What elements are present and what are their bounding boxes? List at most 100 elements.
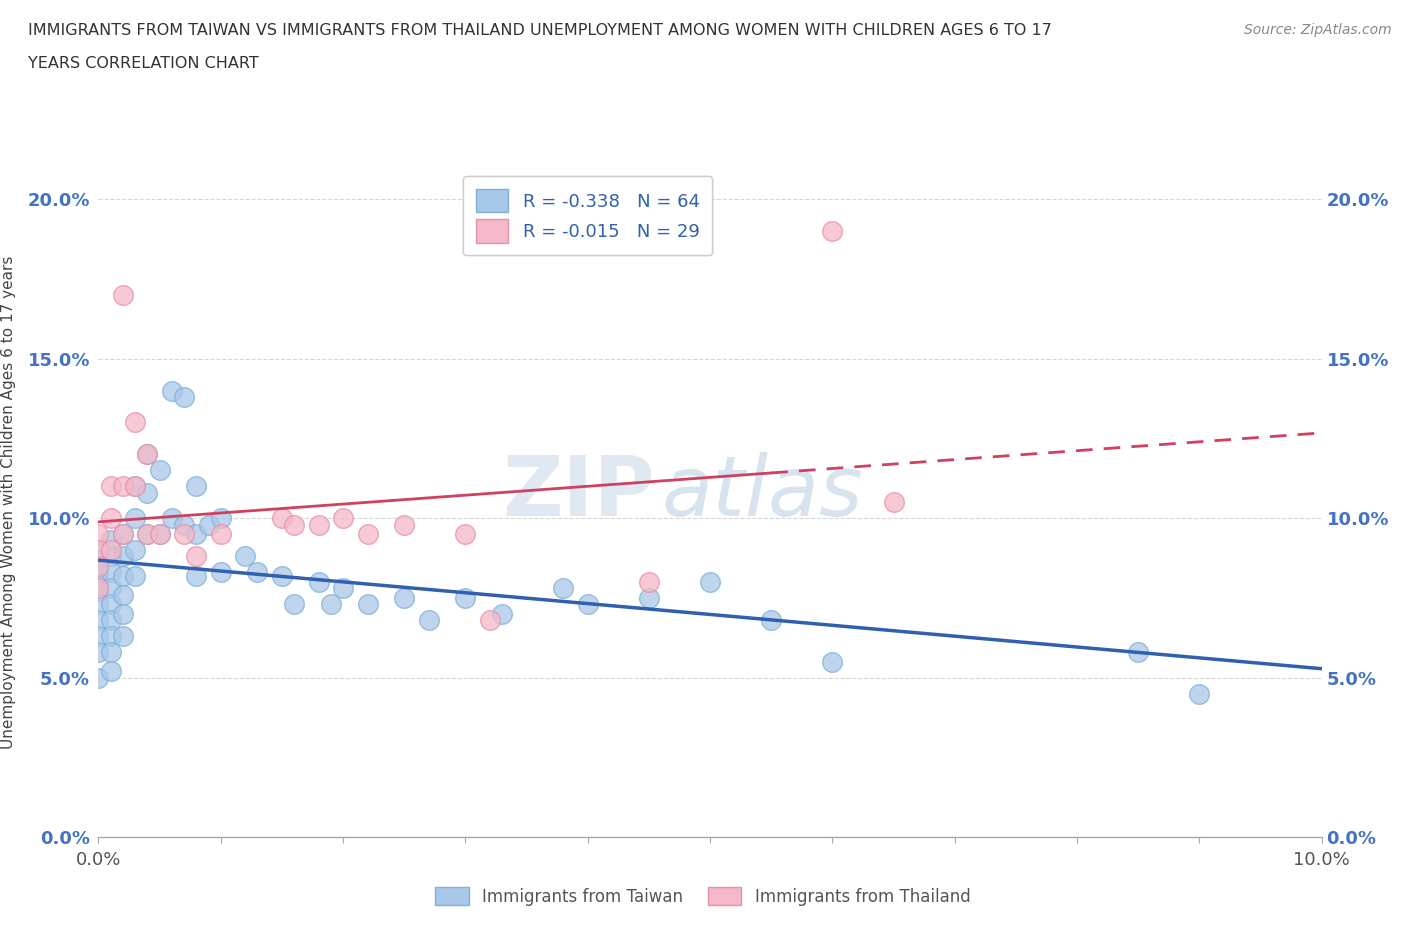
Point: [1128, 644, 1150, 659]
Point: [392, 517, 416, 532]
Point: [308, 575, 330, 590]
Point: [100, 664, 122, 679]
Point: [759, 613, 782, 628]
Point: [87, 565, 110, 579]
Point: [699, 575, 721, 590]
Point: [136, 447, 159, 462]
Point: [100, 565, 122, 579]
Point: [87, 597, 110, 612]
Point: [454, 526, 477, 541]
Point: [283, 517, 305, 532]
Point: [418, 613, 440, 628]
Legend: R = -0.338   N = 64, R = -0.015   N = 29: R = -0.338 N = 64, R = -0.015 N = 29: [463, 177, 713, 256]
Y-axis label: Unemployment Among Women with Children Ages 6 to 17 years: Unemployment Among Women with Children A…: [1, 256, 17, 749]
Point: [883, 495, 905, 510]
Point: [160, 511, 183, 525]
Point: [186, 568, 208, 583]
Point: [87, 552, 110, 567]
Point: [111, 479, 134, 494]
Point: [821, 654, 844, 669]
Point: [100, 479, 122, 494]
Point: [356, 597, 378, 612]
Point: [87, 644, 110, 659]
Point: [1188, 686, 1211, 701]
Text: YEARS CORRELATION CHART: YEARS CORRELATION CHART: [28, 56, 259, 71]
Point: [87, 629, 110, 644]
Point: [149, 526, 172, 541]
Point: [87, 584, 110, 599]
Point: [100, 511, 122, 525]
Point: [136, 485, 159, 500]
Point: [87, 559, 110, 574]
Point: [576, 597, 599, 612]
Point: [100, 542, 122, 557]
Point: [160, 383, 183, 398]
Point: [454, 591, 477, 605]
Point: [111, 526, 134, 541]
Point: [111, 568, 134, 583]
Point: [100, 613, 122, 628]
Point: [186, 479, 208, 494]
Point: [100, 581, 122, 596]
Point: [124, 479, 146, 494]
Point: [246, 565, 269, 579]
Text: Source: ZipAtlas.com: Source: ZipAtlas.com: [1244, 23, 1392, 37]
Point: [209, 526, 232, 541]
Point: [173, 390, 195, 405]
Point: [209, 565, 232, 579]
Legend: Immigrants from Taiwan, Immigrants from Thailand: Immigrants from Taiwan, Immigrants from …: [429, 881, 977, 912]
Point: [111, 629, 134, 644]
Point: [308, 517, 330, 532]
Point: [553, 581, 575, 596]
Point: [87, 526, 110, 541]
Point: [87, 575, 110, 590]
Point: [319, 597, 342, 612]
Point: [136, 526, 159, 541]
Point: [100, 597, 122, 612]
Point: [124, 415, 146, 430]
Point: [111, 587, 134, 602]
Point: [821, 224, 844, 239]
Point: [87, 542, 110, 557]
Point: [283, 597, 305, 612]
Point: [173, 517, 195, 532]
Point: [149, 463, 172, 478]
Point: [270, 511, 292, 525]
Point: [87, 613, 110, 628]
Point: [111, 287, 134, 302]
Point: [270, 568, 292, 583]
Text: ZIP: ZIP: [502, 452, 655, 533]
Point: [173, 526, 195, 541]
Point: [491, 606, 513, 621]
Point: [149, 526, 172, 541]
Point: [87, 671, 110, 685]
Point: [186, 549, 208, 564]
Point: [111, 606, 134, 621]
Point: [124, 542, 146, 557]
Text: atlas: atlas: [661, 452, 863, 533]
Point: [197, 517, 219, 532]
Point: [111, 549, 134, 564]
Point: [100, 644, 122, 659]
Point: [392, 591, 416, 605]
Point: [186, 526, 208, 541]
Point: [209, 511, 232, 525]
Point: [87, 542, 110, 557]
Text: IMMIGRANTS FROM TAIWAN VS IMMIGRANTS FROM THAILAND UNEMPLOYMENT AMONG WOMEN WITH: IMMIGRANTS FROM TAIWAN VS IMMIGRANTS FRO…: [28, 23, 1052, 38]
Point: [332, 581, 354, 596]
Point: [637, 591, 661, 605]
Point: [356, 526, 378, 541]
Point: [124, 479, 146, 494]
Point: [637, 575, 661, 590]
Point: [111, 526, 134, 541]
Point: [233, 549, 256, 564]
Point: [136, 447, 159, 462]
Point: [136, 526, 159, 541]
Point: [100, 533, 122, 548]
Point: [332, 511, 354, 525]
Point: [478, 613, 501, 628]
Point: [100, 629, 122, 644]
Point: [124, 568, 146, 583]
Point: [87, 581, 110, 596]
Point: [124, 511, 146, 525]
